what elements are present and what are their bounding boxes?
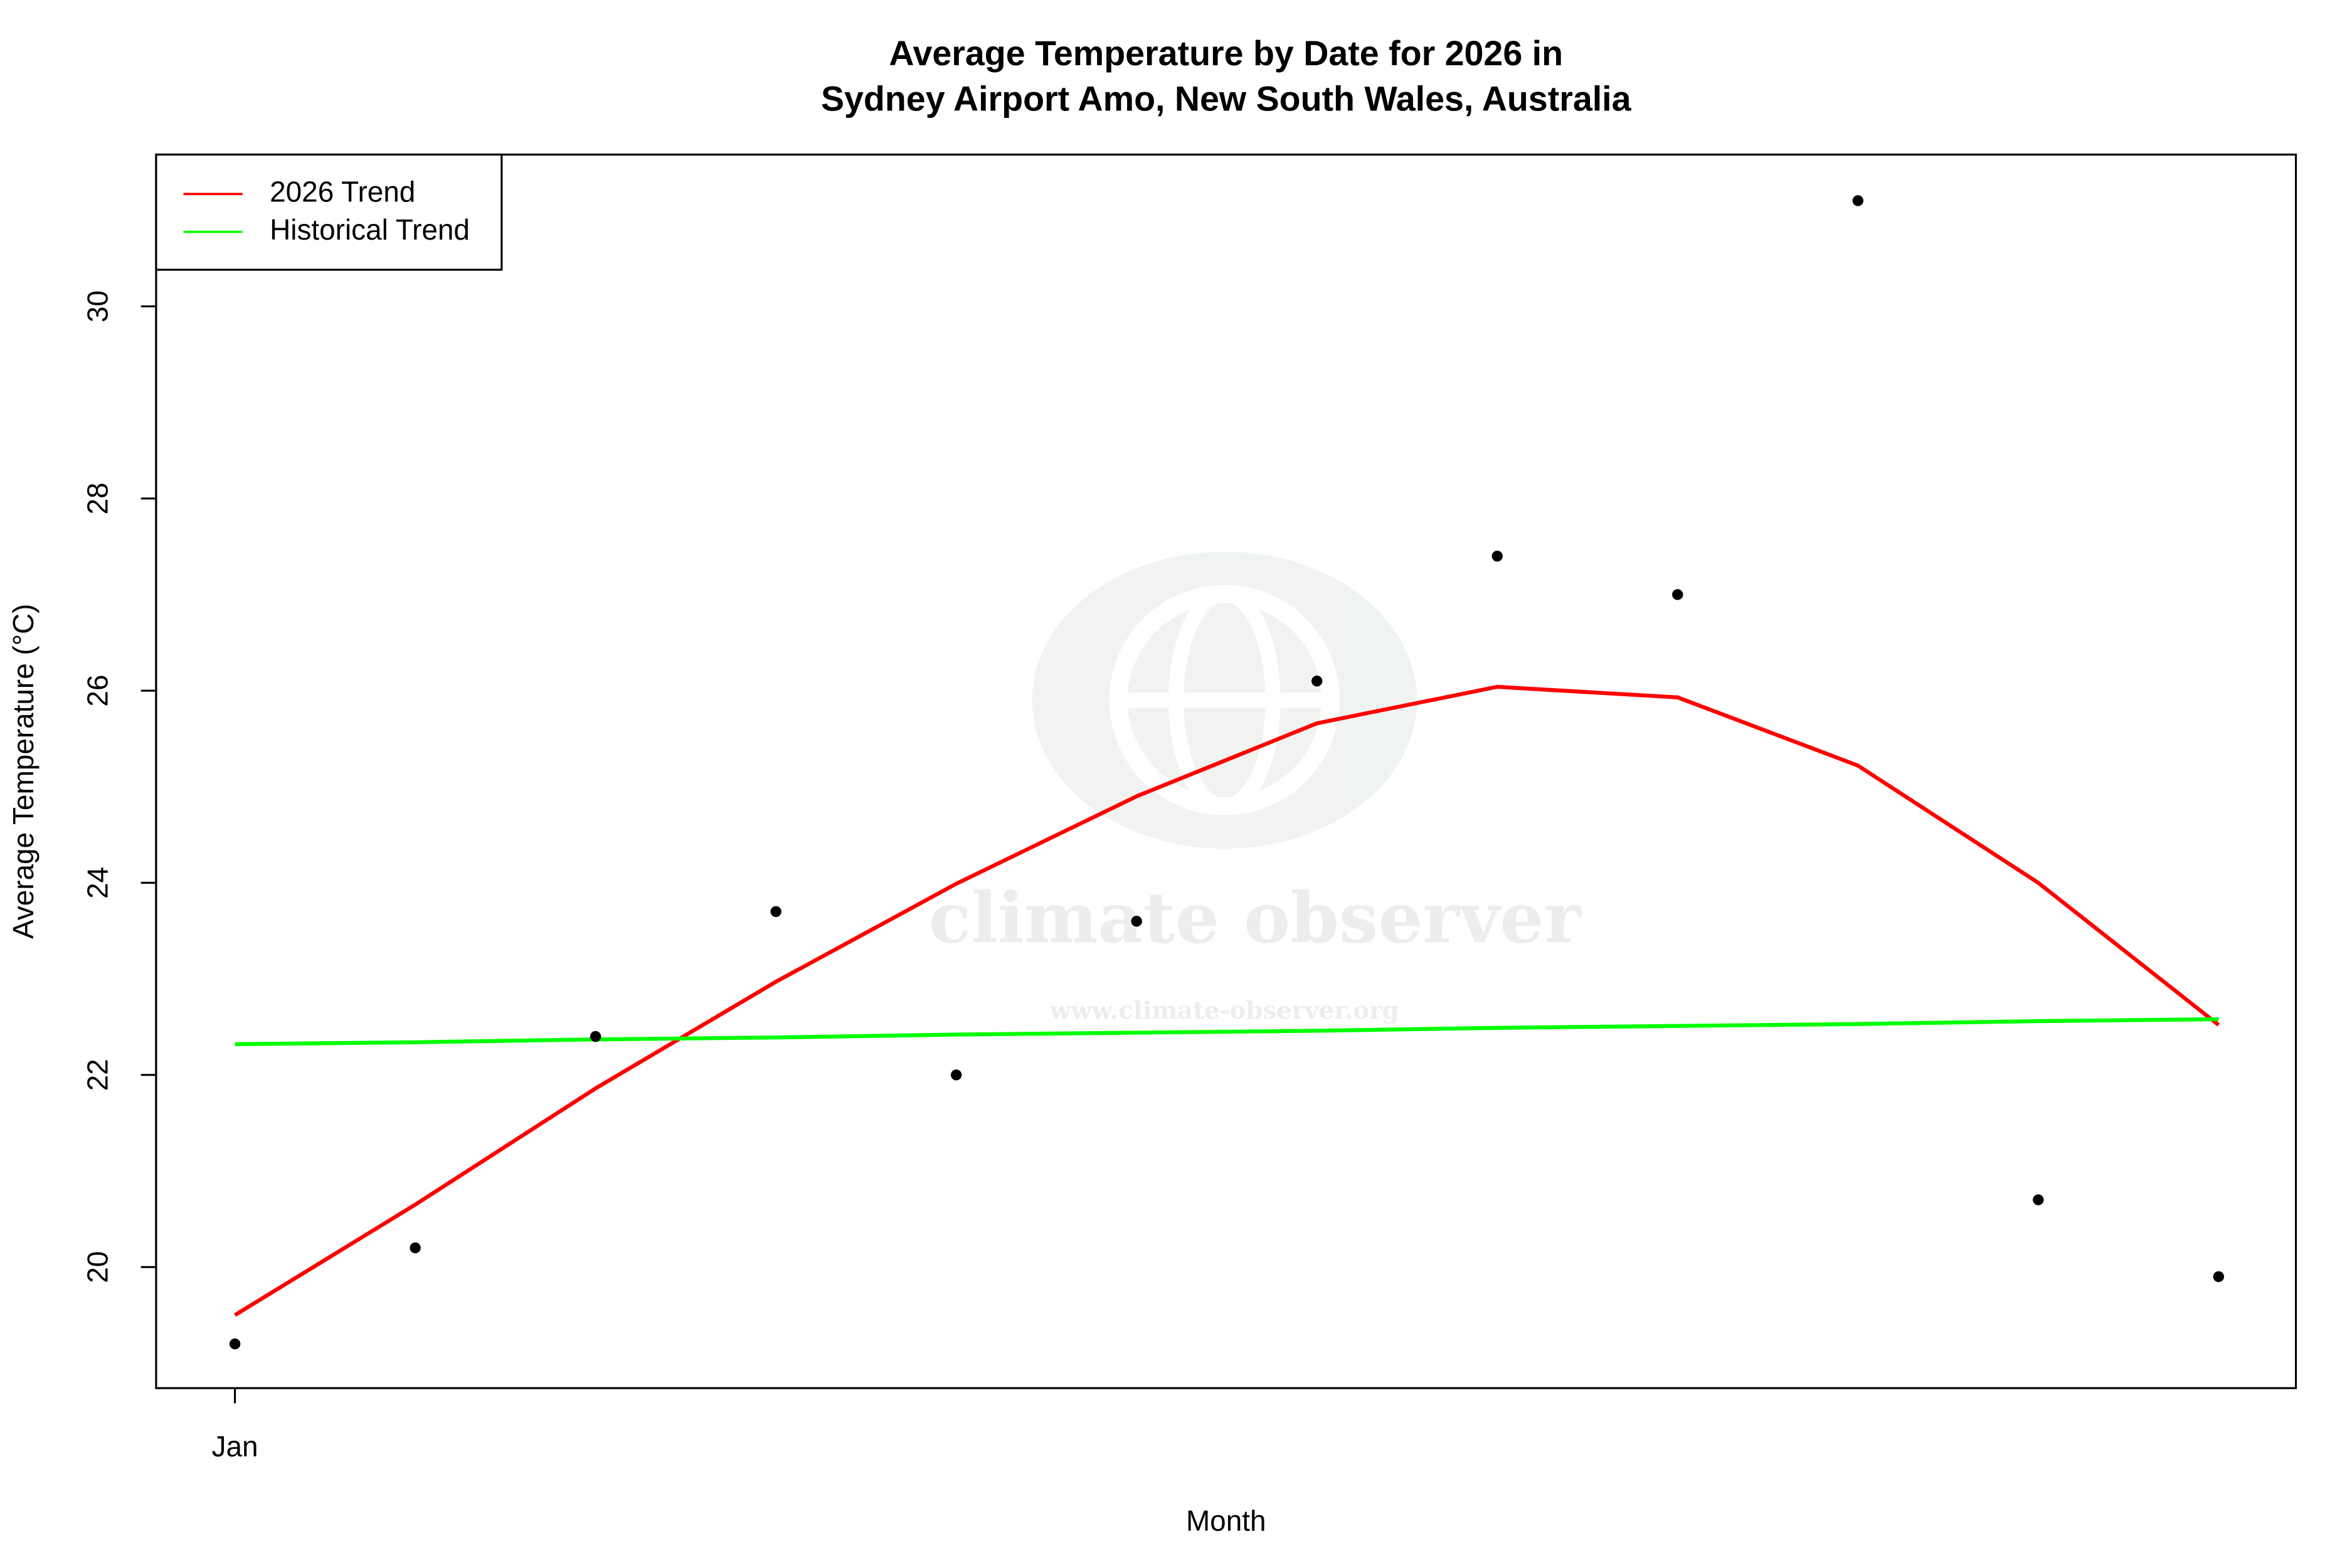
data-point — [1852, 195, 1863, 206]
data-point — [590, 1030, 601, 1042]
data-point — [2213, 1271, 2225, 1283]
watermark-text: climate observer — [929, 878, 1582, 960]
watermark: climate observer www.climate-observer.or… — [929, 551, 1582, 1025]
legend-label: 2026 Trend — [270, 175, 415, 208]
data-point — [950, 1069, 962, 1081]
data-point — [410, 1242, 421, 1254]
data-point — [2033, 1194, 2044, 1205]
watermark-url: www.climate-observer.org — [1049, 997, 1399, 1025]
y-tick-label: 24 — [82, 867, 114, 899]
y-tick-label: 26 — [82, 675, 114, 707]
y-tick-label: 20 — [82, 1251, 114, 1283]
trend-line — [235, 1017, 2219, 1046]
chart-title: Average Temperature by Date for 2026 in — [889, 34, 1563, 73]
y-tick-label: 30 — [82, 290, 114, 322]
x-tick-label: Jan — [212, 1430, 258, 1463]
y-axis-label: Average Temperature (°C) — [7, 604, 40, 939]
legend-box — [155, 153, 503, 271]
chart-subtitle: Sydney Airport Amo, New South Wales, Aus… — [821, 80, 1632, 119]
x-axis-label: Month — [1186, 1504, 1266, 1537]
data-point — [770, 906, 781, 918]
data-point — [1491, 551, 1503, 562]
trend-line — [233, 684, 2220, 1317]
data-point — [1672, 589, 1683, 600]
legend-label: Historical Trend — [270, 213, 470, 246]
y-tick-label: 28 — [82, 482, 114, 514]
data-point — [1311, 675, 1323, 687]
data-point — [1131, 916, 1142, 927]
data-point — [229, 1338, 241, 1350]
y-tick-label: 22 — [82, 1059, 114, 1091]
